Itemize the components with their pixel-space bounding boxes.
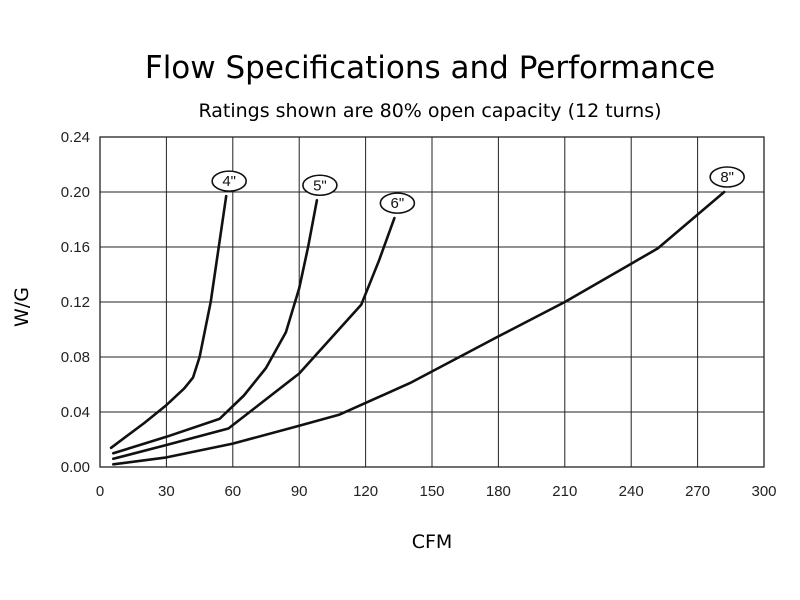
x-axis-label: CFM [412,531,453,553]
y-tick-label: 0.12 [61,294,90,311]
series-line [112,216,396,461]
series-line [112,190,726,466]
y-tick-label: 0.24 [61,129,90,146]
y-axis-ticks: 0.00 0.04 0.08 0.12 0.16 0.20 0.24 [61,129,90,476]
plot-frame [99,136,765,468]
x-tick-label: 300 [751,483,776,500]
series-label-badge [709,166,745,188]
y-tick-label: 0.08 [61,349,90,366]
x-tick-label: 0 [96,483,104,500]
x-tick-label: 210 [552,483,577,500]
series-label: 6" [391,195,405,212]
x-tick-label: 30 [158,483,175,500]
y-tick-label: 0.20 [61,184,90,201]
x-tick-label: 240 [619,483,644,500]
x-tick-label: 120 [353,483,378,500]
series-label-badge [379,192,416,214]
y-axis-label: W/G [11,287,33,327]
y-tick-label: 0.04 [61,404,90,421]
series-label: 8" [720,169,734,186]
series-label: 5" [313,177,327,194]
chart-title: Flow Specifications and Performance [145,50,715,86]
x-tick-label: 60 [224,483,241,500]
series-label-badge [302,174,338,197]
x-axis-ticks: 0 30 60 90 120 150 180 210 240 270 300 [96,483,777,500]
y-tick-label: 0.16 [61,239,90,256]
y-tick-label: 0.00 [61,459,90,476]
chart-subtitle: Ratings shown are 80% open capacity (12 … [198,100,661,122]
x-tick-label: 150 [419,483,444,500]
series-line [112,199,319,455]
series: 4" 5" 6" 8" [109,166,745,466]
x-tick-label: 270 [685,483,710,500]
series-label: 4" [222,173,236,190]
x-tick-label: 180 [486,483,511,500]
x-tick-label: 90 [291,483,308,500]
series-line [109,194,228,450]
grid [100,137,764,467]
series-label-badge [211,170,247,192]
